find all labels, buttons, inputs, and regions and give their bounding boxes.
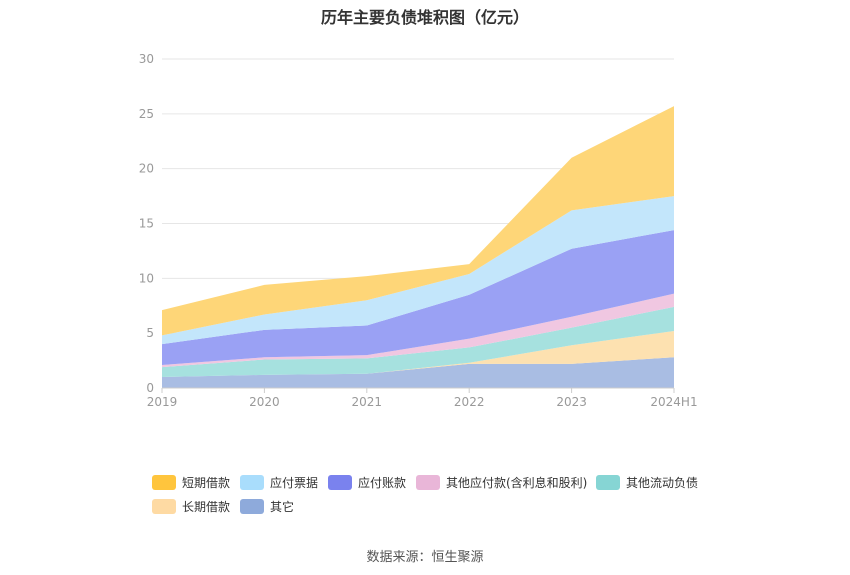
- legend-swatch: [152, 498, 176, 514]
- data-source: 数据来源：恒生聚源: [366, 550, 484, 565]
- y-tick-label: 20: [139, 162, 154, 176]
- legend-swatch: [152, 474, 176, 490]
- area-series: [162, 330, 674, 378]
- area-series: [162, 357, 674, 388]
- x-tick-label: 2019: [147, 395, 178, 409]
- x-tick-label: 2023: [556, 395, 587, 409]
- x-tick-label: 2024H1: [650, 395, 697, 409]
- y-tick-label: 30: [139, 52, 154, 66]
- area-series: [162, 293, 674, 368]
- legend-item-other-payables[interactable]: 其他应付款(含利息和股利): [416, 472, 587, 492]
- legend-item-accounts-payable[interactable]: 应付账款: [328, 472, 406, 492]
- legend-swatch: [240, 498, 264, 514]
- legend-label: 应付票据: [270, 475, 319, 490]
- x-tick-label: 2020: [249, 395, 280, 409]
- legend-swatch: [416, 474, 440, 490]
- legend-item-short-term-loans[interactable]: 短期借款: [152, 472, 230, 492]
- y-tick-label: 10: [139, 271, 154, 285]
- legend-label: 其他流动负债: [626, 475, 699, 490]
- legend-label: 应付账款: [358, 475, 407, 490]
- y-tick-label: 15: [139, 217, 154, 231]
- legend-label: 长期借款: [182, 499, 231, 514]
- y-tick-label: 5: [146, 326, 154, 340]
- legend-swatch: [328, 474, 352, 490]
- chart-title: 历年主要负债堆积图（亿元）: [320, 8, 529, 27]
- legend-label: 短期借款: [182, 475, 231, 490]
- legend-label: 其他应付款(含利息和股利): [446, 475, 588, 490]
- y-tick-label: 0: [146, 381, 154, 395]
- x-tick-label: 2022: [454, 395, 485, 409]
- legend-item-other-current-liabilities[interactable]: 其他流动负债: [596, 472, 698, 492]
- legend-swatch: [240, 474, 264, 490]
- legend-item-notes-payable[interactable]: 应付票据: [240, 472, 318, 492]
- legend-label: 其它: [270, 499, 295, 514]
- area-series: [162, 230, 674, 365]
- area-series: [162, 196, 674, 345]
- legend-item-other[interactable]: 其它: [240, 496, 294, 516]
- x-tick-label: 2021: [352, 395, 383, 409]
- legend-swatch: [596, 474, 620, 490]
- legend-item-long-term-loans[interactable]: 长期借款: [152, 496, 230, 516]
- area-series: [162, 106, 674, 336]
- area-series: [162, 306, 674, 378]
- y-tick-label: 25: [139, 107, 154, 121]
